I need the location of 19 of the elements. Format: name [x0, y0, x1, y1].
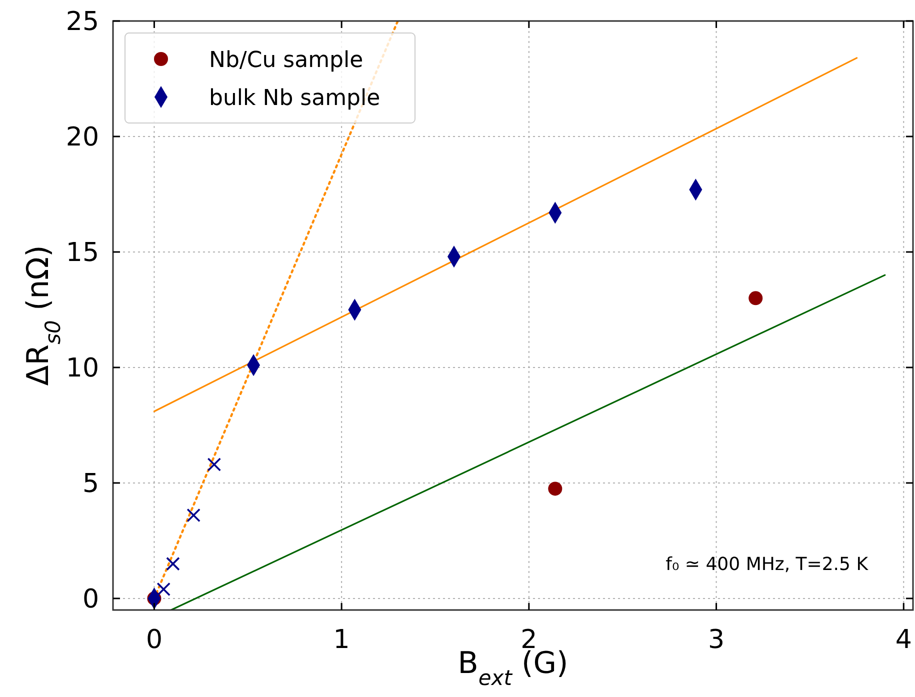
point: [186, 508, 200, 522]
y-tick-label: 20: [66, 122, 99, 152]
y-tick-label: 15: [66, 238, 99, 268]
point: [548, 482, 562, 496]
legend-label: bulk Nb sample: [209, 86, 380, 111]
annotation: f₀ ≃ 400 MHz, T=2.5 K: [666, 554, 870, 575]
point: [166, 556, 180, 571]
legend-label: Nb/Cu sample: [209, 48, 364, 73]
x-tick-label: 0: [146, 625, 162, 655]
point: [156, 582, 170, 596]
y-tick-label: 25: [66, 7, 99, 37]
x-tick-label: 4: [895, 625, 912, 655]
point: [748, 291, 763, 306]
y-tick-label: 10: [66, 353, 99, 384]
x-tick-label: 3: [708, 625, 725, 655]
x-tick-label: 1: [333, 625, 350, 655]
point: [207, 458, 222, 472]
y-tick-label: 0: [82, 584, 99, 614]
y-tick-label: 5: [82, 468, 99, 499]
